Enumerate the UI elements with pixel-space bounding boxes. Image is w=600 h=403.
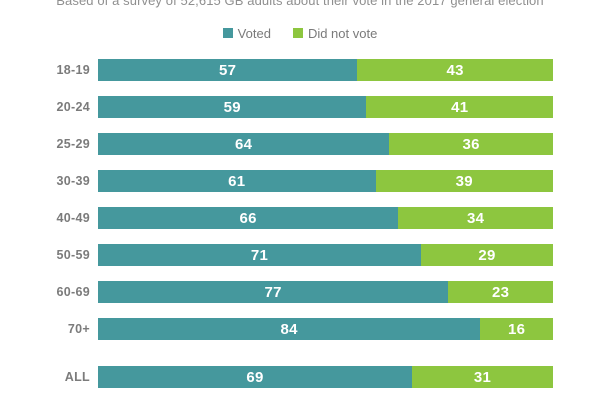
row-label: 25-29 [56,137,90,151]
subtitle-clip-region: Based of a survey of 52,615 GB adults ab… [0,0,600,9]
stacked-bar: 66 34 [98,207,553,229]
legend-swatch-voted [222,28,233,38]
did-not-vote-value: 31 [473,368,492,386]
bar-rows: 18-19 57 43 20-24 59 41 25-29 64 36 30-39 61 39 40-4… [0,59,600,403]
row-label: 50-59 [56,248,90,262]
voted-segment: 69 [98,366,412,388]
voted-value: 57 [219,61,237,79]
voted-segment: 66 [98,207,399,229]
voted-segment: 59 [98,96,367,118]
row-label: 70+ [67,322,90,336]
legend-label-did-not-vote: Did not vote [307,25,378,41]
stacked-bar: 59 41 [98,96,553,118]
voted-value: 77 [264,283,282,301]
did-not-vote-segment: 29 [421,244,553,266]
voted-segment: 71 [98,244,422,266]
did-not-vote-segment: 36 [389,133,553,155]
did-not-vote-segment: 23 [448,281,553,303]
did-not-vote-value: 23 [492,283,510,301]
voted-value: 71 [250,246,269,264]
row-label: 18-19 [56,63,90,77]
voted-segment: 77 [98,281,449,303]
stacked-bar: 77 23 [98,281,553,303]
legend-label-voted: Voted [237,25,271,41]
did-not-vote-segment: 39 [375,170,553,192]
voted-value: 66 [239,209,257,227]
row-label: 60-69 [56,285,90,299]
bar-row: 30-39 61 39 [0,170,600,207]
voted-segment: 84 [98,318,481,340]
voted-value: 61 [228,172,246,190]
stacked-bar: 69 31 [98,366,553,388]
voted-value: 84 [280,320,298,338]
voted-value: 59 [223,98,241,116]
did-not-vote-segment: 34 [398,207,553,229]
did-not-vote-segment: 41 [366,96,553,118]
bar-row: 50-59 71 29 [0,244,600,281]
stacked-bar: 57 43 [98,59,553,81]
did-not-vote-value: 41 [451,98,469,116]
bar-row: 60-69 77 23 [0,281,600,318]
chart-subtitle: Based of a survey of 52,615 GB adults ab… [56,0,544,8]
did-not-vote-segment: 16 [480,318,553,340]
bar-row: 20-24 59 41 [0,96,600,133]
voted-segment: 57 [98,59,358,81]
stacked-bar: 84 16 [98,318,553,340]
row-label: 40-49 [56,211,90,225]
legend: Voted Did not vote [0,25,600,41]
legend-swatch-did-not-vote [292,28,303,38]
bar-row: 70+ 84 16 [0,318,600,355]
voted-value: 69 [246,368,264,386]
legend-item-voted: Voted [222,25,271,41]
stacked-bar: 61 39 [98,170,553,192]
did-not-vote-value: 36 [462,135,480,153]
did-not-vote-segment: 31 [411,366,553,388]
bar-row: 40-49 66 34 [0,207,600,244]
row-label: 20-24 [56,100,90,114]
did-not-vote-value: 43 [446,61,464,79]
bar-row: 25-29 64 36 [0,133,600,170]
did-not-vote-value: 16 [507,320,526,338]
voted-segment: 64 [98,133,390,155]
stacked-bar: 71 29 [98,244,553,266]
did-not-vote-value: 29 [478,246,496,264]
legend-item-did-not-vote: Did not vote [292,25,378,41]
voted-value: 64 [234,135,253,153]
bar-row: ALL 69 31 [0,366,600,403]
voted-segment: 61 [98,170,376,192]
row-label: 30-39 [56,174,90,188]
row-label: ALL [64,370,90,384]
did-not-vote-value: 34 [466,209,485,227]
did-not-vote-value: 39 [455,172,473,190]
did-not-vote-segment: 43 [357,59,553,81]
bar-row: 18-19 57 43 [0,59,600,96]
stacked-bar: 64 36 [98,133,553,155]
